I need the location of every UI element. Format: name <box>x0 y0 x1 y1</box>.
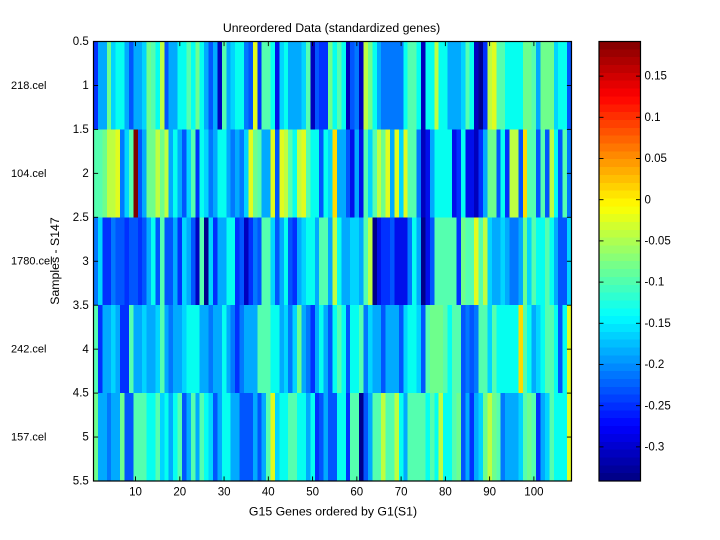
svg-text:60: 60 <box>350 487 363 499</box>
svg-text:242.cel: 242.cel <box>11 344 46 356</box>
svg-text:1780.cel: 1780.cel <box>11 256 53 268</box>
svg-text:10: 10 <box>129 487 142 499</box>
svg-text:-0.3: -0.3 <box>645 442 665 454</box>
svg-text:-0.05: -0.05 <box>645 236 671 248</box>
svg-text:1: 1 <box>82 80 88 92</box>
svg-text:Unreordered Data (standardized: Unreordered Data (standardized genes) <box>223 21 440 35</box>
svg-text:0.5: 0.5 <box>73 36 89 48</box>
svg-text:30: 30 <box>218 487 231 499</box>
svg-text:80: 80 <box>439 487 452 499</box>
svg-text:0.1: 0.1 <box>645 112 661 124</box>
svg-text:-0.25: -0.25 <box>645 400 671 412</box>
svg-text:3.5: 3.5 <box>73 300 89 312</box>
svg-text:4: 4 <box>82 344 89 356</box>
svg-text:4.5: 4.5 <box>73 388 89 400</box>
svg-text:2: 2 <box>82 168 88 180</box>
svg-text:100: 100 <box>524 487 543 499</box>
svg-text:-0.15: -0.15 <box>645 318 671 330</box>
svg-text:0.15: 0.15 <box>645 71 667 83</box>
svg-text:G15 Genes ordered by G1(S1): G15 Genes ordered by G1(S1) <box>249 505 417 519</box>
svg-text:90: 90 <box>483 487 496 499</box>
svg-text:5: 5 <box>82 432 88 444</box>
svg-text:218.cel: 218.cel <box>11 80 46 92</box>
svg-text:157.cel: 157.cel <box>11 431 46 443</box>
svg-text:5.5: 5.5 <box>73 476 89 488</box>
svg-text:2.5: 2.5 <box>73 212 89 224</box>
svg-text:50: 50 <box>306 487 319 499</box>
svg-text:-0.2: -0.2 <box>645 359 665 371</box>
svg-text:40: 40 <box>262 487 275 499</box>
svg-text:20: 20 <box>173 487 186 499</box>
svg-text:1.5: 1.5 <box>73 124 89 136</box>
svg-text:Samples - S147: Samples - S147 <box>48 217 62 305</box>
svg-text:-0.1: -0.1 <box>645 277 665 289</box>
svg-text:0.05: 0.05 <box>645 153 667 165</box>
svg-text:3: 3 <box>82 256 88 268</box>
svg-text:104.cel: 104.cel <box>11 168 46 180</box>
svg-text:70: 70 <box>395 487 408 499</box>
svg-text:0: 0 <box>645 194 651 206</box>
